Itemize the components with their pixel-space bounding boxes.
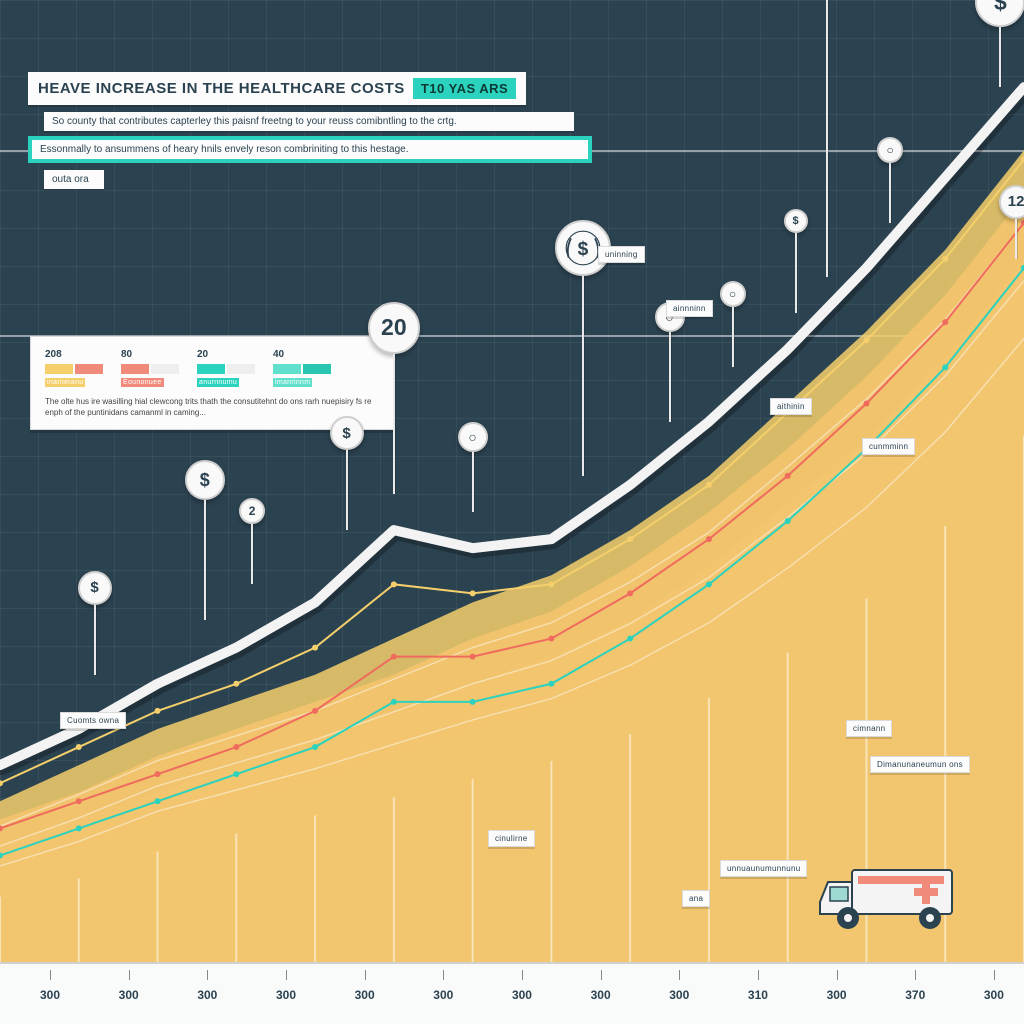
marker-pin: $	[796, 0, 858, 277]
callout-label: unnuaunumunnunu	[720, 860, 807, 877]
xaxis-tick: 300	[669, 988, 689, 1002]
xaxis-tick: 310	[748, 988, 768, 1002]
xaxis-tick: 300	[512, 988, 532, 1002]
svg-text:$: $	[578, 239, 589, 260]
callout-label: uninning	[598, 246, 645, 263]
xaxis-tick: 300	[827, 988, 847, 1002]
marker-pin: ○	[458, 422, 488, 512]
xaxis-tick: 300	[197, 988, 217, 1002]
marker-pin: $	[975, 0, 1024, 87]
callout-label: Cuomts owna	[60, 712, 126, 729]
xaxis-tick: 300	[355, 988, 375, 1002]
marker-pin: 20	[368, 302, 420, 494]
ambulance-icon	[818, 862, 968, 934]
callout-label: Dimanunaneumun ons	[870, 756, 970, 773]
xaxis-tick: 300	[40, 988, 60, 1002]
title-text: HEAVE INCREASE IN THE HEALTHCARE COSTS	[38, 80, 405, 97]
subtitle-c: outa ora	[44, 170, 104, 189]
marker-pin: $	[185, 460, 225, 620]
marker-pin: 2	[239, 498, 265, 584]
legend-item: 208inarneranu	[45, 349, 103, 387]
xaxis: 300 300 300 300 300 300 300 300 300 310 300 370 300	[40, 988, 1024, 1002]
legend-item: 80Eounonuee	[121, 349, 179, 387]
marker-pin: ○	[877, 137, 903, 223]
marker-pin: ○	[655, 302, 685, 422]
marker-pin: ○	[720, 281, 746, 367]
marker-pin: $	[330, 416, 364, 530]
callout-label: cunmminn	[862, 438, 915, 455]
callout-label: cinulirne	[488, 830, 535, 847]
marker-pin: 12	[999, 185, 1024, 259]
title-badge: T10 YAS ARS	[413, 78, 516, 99]
chart-title: HEAVE INCREASE IN THE HEALTHCARE COSTS T…	[28, 72, 526, 105]
callout-label: cimnann	[846, 720, 892, 737]
chart-canvas: HEAVE INCREASE IN THE HEALTHCARE COSTS T…	[0, 0, 1024, 1024]
subtitle-b: Essonmally to ansummens of heary hnils e…	[32, 140, 588, 159]
callout-label: ainnninn	[666, 300, 713, 317]
xaxis-tick: 300	[984, 988, 1004, 1002]
xaxis-tick: 300	[119, 988, 139, 1002]
legend-item: 20anurnnumu	[197, 349, 255, 387]
xaxis-tick: 300	[591, 988, 611, 1002]
callout-label: ana	[682, 890, 710, 907]
legend-item: 40imanrinnm	[273, 349, 331, 387]
legend-row: 208inarneranu 80Eounonuee 20anurnnumu 40ima…	[45, 349, 379, 387]
marker-pin: $	[78, 571, 112, 675]
xaxis-tick: 370	[905, 988, 925, 1002]
xaxis-line	[0, 962, 1024, 964]
callout-label: aithinin	[770, 398, 812, 415]
subtitle-a: So county that contributes capterley thi…	[44, 112, 574, 131]
xaxis-tick: 300	[433, 988, 453, 1002]
xaxis-tick: 300	[276, 988, 296, 1002]
subtitle-b-wrap: Essonmally to ansummens of heary hnils e…	[28, 136, 592, 163]
